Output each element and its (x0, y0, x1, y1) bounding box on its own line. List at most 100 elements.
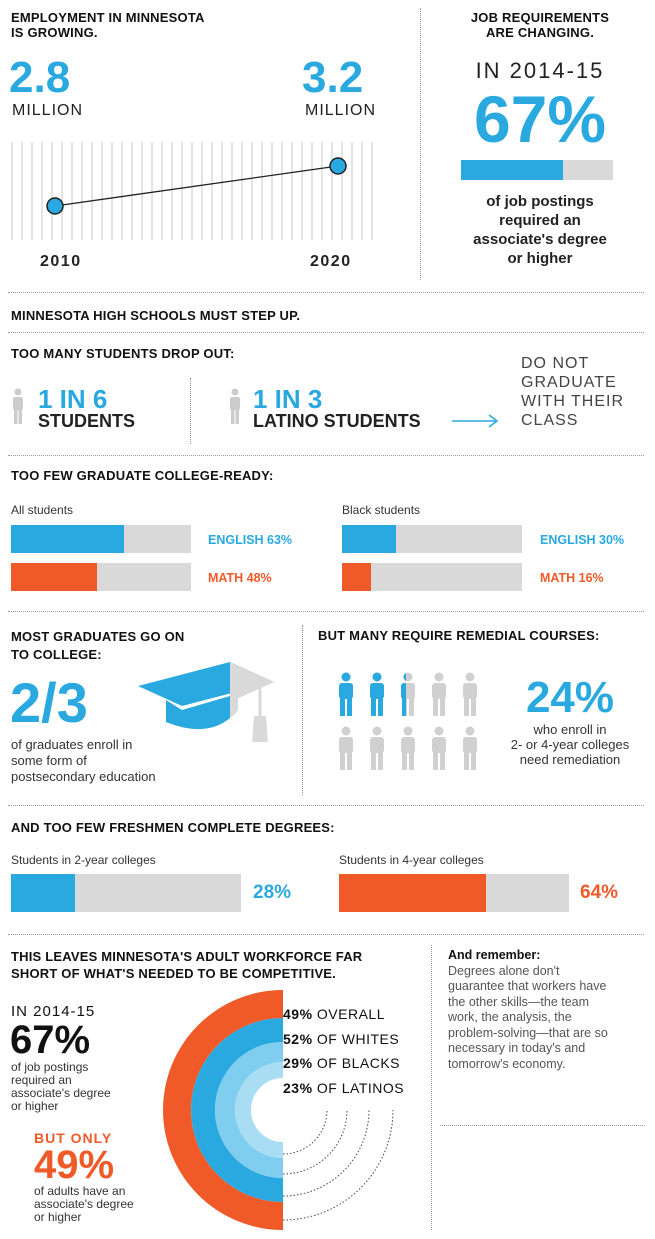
group-4year: Students in 4-year colleges (339, 853, 484, 867)
person-icon (401, 726, 415, 770)
high-schools-title: MINNESOTA HIGH SCHOOLS MUST STEP UP. (11, 308, 301, 323)
growth-line (54, 165, 339, 207)
2year-percent: 28% (253, 882, 292, 903)
attainment-rings-chart (163, 990, 403, 1230)
employment-2010-unit: MILLION (12, 102, 84, 119)
ring-remainder-arc (282, 1109, 370, 1197)
ring-label-latinos: 23% OF LATINOS (283, 1079, 405, 1096)
person-icon (339, 726, 353, 770)
job-req-percent: 67% (473, 82, 607, 156)
4year-bar (339, 874, 569, 912)
dropout-label-latino: LATINO STUDENTS (253, 411, 421, 431)
employment-2020-value: 3.2 (302, 53, 364, 102)
divider (190, 378, 191, 444)
rings-legend: 49% OVERALL 52% OF WHITES 29% OF BLACKS … (283, 1002, 404, 1100)
group-all-students: All students (11, 503, 74, 517)
person-icon (370, 672, 384, 716)
job-req-caption: of job postings required an associate's … (473, 193, 607, 267)
ring-label-blacks: 29% OF BLACKS (283, 1055, 401, 1071)
person-icon (463, 672, 477, 716)
workforce-year: IN 2014-15 (11, 1003, 96, 1020)
person-icon (401, 672, 415, 716)
ring-remainder-arc (282, 1109, 328, 1155)
employment-2010-value: 2.8 (9, 53, 71, 102)
all-english-label: ENGLISH 63% (208, 533, 293, 547)
2year-bar-fill (11, 874, 76, 912)
dropout-outcome: DO NOT GRADUATE WITH THEIR CLASS (521, 355, 625, 429)
year-2020: 2020 (310, 253, 352, 270)
all-math-label: MATH 48% (208, 571, 272, 585)
remedial-percent: 24% (525, 673, 615, 722)
adult-percent: 49% (34, 1143, 115, 1187)
remember-note: And remember: Degrees alone don't guaran… (448, 948, 608, 1071)
all-math-bar (11, 563, 191, 591)
person-icon (432, 726, 446, 770)
go-college-value: 2/3 (10, 671, 88, 734)
job-req-bar-fill (461, 160, 563, 180)
degrees-title: AND TOO FEW FRESHMEN COMPLETE DEGREES: (11, 820, 335, 835)
black-english-bar-fill (342, 525, 396, 553)
divider (431, 945, 432, 1230)
ring-label-overall: 49% OVERALL (283, 1006, 386, 1022)
ring-latinos-label-bg (283, 1062, 403, 1078)
divider (8, 805, 644, 806)
employment-line-chart (11, 142, 373, 240)
remedial-title: BUT MANY REQUIRE REMEDIAL COURSES: (318, 628, 600, 643)
ring-whites (191, 1018, 283, 1202)
dropout-title: TOO MANY STUDENTS DROP OUT: (11, 346, 235, 361)
workforce-caption: of job postings required an associate's … (11, 1060, 111, 1113)
ring-label-whites: 52% OF WHITES (283, 1030, 400, 1047)
dropout-ratio-latino: 1 IN 3 (253, 384, 323, 414)
year-2010: 2010 (40, 253, 82, 270)
divider (8, 332, 644, 333)
4year-bar-fill (339, 874, 487, 912)
divider (440, 1125, 645, 1126)
chart-ticks (11, 142, 373, 240)
people-grid (336, 672, 496, 772)
all-english-bar-fill (11, 525, 125, 553)
4year-percent: 64% (580, 882, 619, 903)
ring-overall-label-bg (283, 990, 403, 1018)
all-english-bar (11, 525, 191, 553)
person-icon (339, 672, 353, 716)
point-2010 (46, 197, 64, 215)
college-ready-title: TOO FEW GRADUATE COLLEGE-READY: (11, 468, 274, 483)
person-icon (230, 388, 240, 424)
workforce-percent: 67% (10, 1018, 91, 1062)
divider (420, 8, 421, 280)
ring-latinos (235, 1062, 283, 1158)
but-only-label: BUT ONLY (34, 1130, 113, 1146)
divider (8, 292, 644, 293)
dropout-label-all: STUDENTS (38, 411, 136, 431)
arrow-right-icon (452, 414, 499, 428)
person-icon (13, 388, 23, 424)
all-math-bar-fill (11, 563, 98, 591)
go-college-caption: of graduates enroll in some form of post… (11, 737, 156, 784)
person-icon (463, 726, 477, 770)
divider (8, 611, 644, 612)
employment-2020-unit: MILLION (305, 102, 377, 119)
graduation-cap-icon (138, 662, 274, 742)
go-college-title: MOST GRADUATES GO ON TO COLLEGE: (11, 629, 185, 662)
ring-blacks (215, 1042, 283, 1178)
group-2year: Students in 2-year colleges (11, 853, 156, 867)
black-math-bar-fill (342, 563, 371, 591)
point-2020 (329, 157, 347, 175)
black-english-bar (342, 525, 522, 553)
job-req-title: JOB REQUIREMENTS ARE CHANGING. (470, 10, 610, 40)
ring-remainder-arc (282, 1109, 348, 1175)
employment-title: EMPLOYMENT IN MINNESOTA IS GROWING. (11, 10, 205, 40)
black-math-label: MATH 16% (540, 571, 604, 585)
2year-bar (11, 874, 241, 912)
ring-blacks-label-bg (283, 1042, 403, 1062)
ring-remainder-arc (282, 1109, 394, 1221)
black-math-bar (342, 563, 522, 591)
divider (302, 625, 303, 795)
person-icon (370, 726, 384, 770)
adult-caption: of adults have an associate's degree or … (34, 1184, 134, 1224)
workforce-title: THIS LEAVES MINNESOTA'S ADULT WORKFORCE … (11, 949, 363, 981)
remedial-caption: who enroll in 2- or 4-year colleges need… (510, 722, 630, 767)
divider (8, 934, 644, 935)
ring-overall (163, 990, 283, 1230)
dropout-ratio-all: 1 IN 6 (38, 384, 108, 414)
